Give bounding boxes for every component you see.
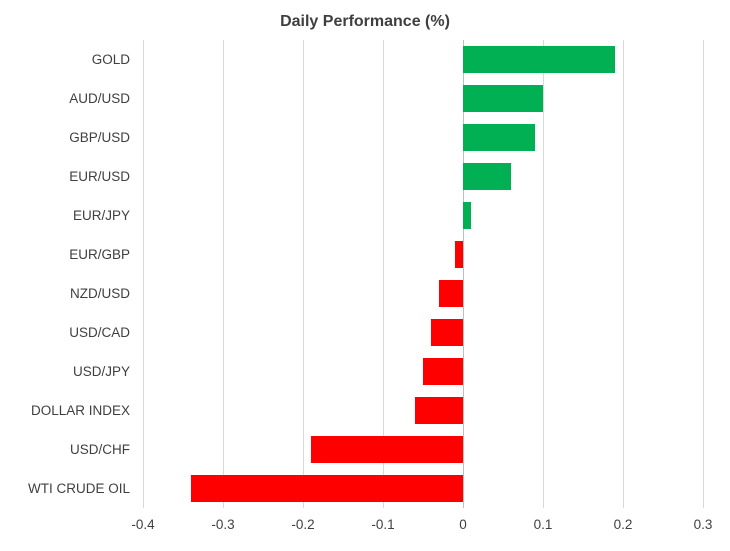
category-label: USD/CHF: [70, 442, 130, 457]
gridline: [143, 40, 144, 508]
bar-dollar-index: [415, 397, 463, 424]
category-label: EUR/GBP: [69, 247, 130, 262]
gridline: [383, 40, 384, 508]
x-tick-label: 0.3: [693, 517, 713, 532]
category-label: GBP/USD: [69, 130, 130, 145]
zero-axis-line: [463, 40, 464, 508]
gridline: [543, 40, 544, 508]
bar-gold: [463, 46, 615, 73]
bar-nzd-usd: [439, 280, 463, 307]
category-label: EUR/USD: [69, 169, 130, 184]
bar-eur-usd: [463, 163, 511, 190]
category-label: USD/CAD: [69, 325, 130, 340]
x-tick-label: 0.1: [533, 517, 553, 532]
category-label: DOLLAR INDEX: [30, 403, 130, 418]
gridline: [303, 40, 304, 508]
category-label: AUD/USD: [69, 91, 130, 106]
x-tick-label: 0: [459, 517, 467, 532]
plot-area: [143, 40, 704, 508]
bar-usd-cad: [431, 319, 463, 346]
chart-title: Daily Performance (%): [280, 13, 450, 30]
x-tick-label: -0.1: [371, 517, 395, 532]
x-axis: -0.4 -0.3 -0.2 -0.1 0 0.1 0.2 0.3: [131, 508, 712, 542]
bar-eur-jpy: [463, 202, 471, 229]
gridline: [223, 40, 224, 508]
x-tick-label: 0.2: [613, 517, 633, 532]
bar-aud-usd: [463, 85, 543, 112]
category-label: NZD/USD: [70, 286, 130, 301]
gridline: [703, 40, 704, 508]
bar-wti-crude-oil: [191, 475, 463, 502]
category-label: EUR/JPY: [72, 208, 130, 223]
chart-body: GOLD AUD/USD GBP/USD EUR/USD EUR/JPY EUR/GBP N…: [0, 40, 730, 508]
category-label: USD/JPY: [72, 364, 130, 379]
y-axis-labels: GOLD AUD/USD GBP/USD EUR/USD EUR/JPY EUR/GBP N…: [0, 40, 143, 508]
bar-usd-chf: [311, 436, 463, 463]
x-tick-label: -0.3: [211, 517, 235, 532]
bar-eur-gbp: [455, 241, 463, 268]
gridline: [623, 40, 624, 508]
category-label: GOLD: [91, 52, 130, 67]
x-tick-label: -0.2: [291, 517, 315, 532]
x-tick-label: -0.4: [131, 517, 155, 532]
category-label: WTI CRUDE OIL: [27, 481, 130, 496]
bar-gbp-usd: [463, 124, 535, 151]
bar-usd-jpy: [423, 358, 463, 385]
